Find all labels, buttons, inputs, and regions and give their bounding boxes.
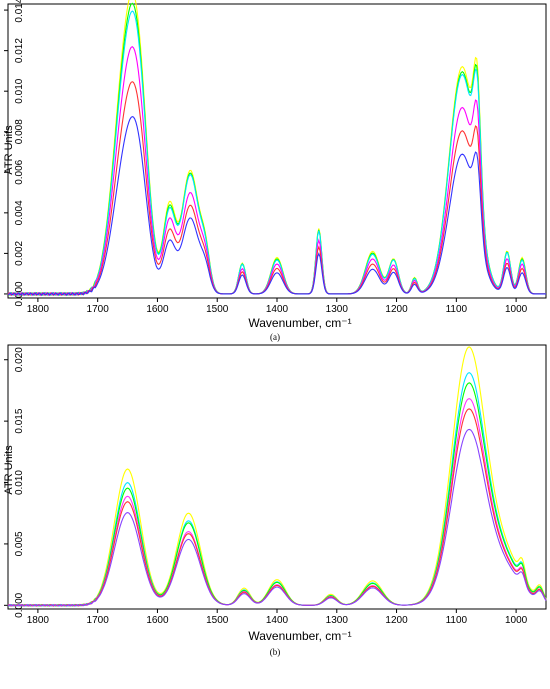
x-tick-label-a: 1300 [326, 304, 349, 315]
series-line-b-2 [7, 382, 547, 607]
series-line-a-1 [7, 2, 546, 296]
series-line-a-2 [7, 10, 546, 297]
series-line-a-3 [7, 46, 546, 297]
y-tick-label-a: 0.014 [14, 0, 25, 23]
series-line-a-0 [7, 0, 546, 296]
y-tick-label-a: 0.006 [14, 159, 25, 184]
series-lines-b [7, 346, 547, 607]
x-tick-label-a: 1500 [206, 304, 229, 315]
y-tick-label-a: 0.002 [14, 240, 25, 265]
plot-frame-a [7, 3, 547, 299]
x-tick-label-b: 1200 [385, 615, 408, 626]
series-line-a-4 [7, 81, 546, 297]
x-tick-label-a: 1200 [385, 304, 408, 315]
series-line-a-5 [7, 115, 546, 297]
series-line-b-4 [7, 408, 547, 607]
y-tick-label-b: 0.010 [14, 470, 25, 495]
x-tick-label-a: 1800 [27, 304, 50, 315]
x-tick-label-a: 1700 [87, 304, 110, 315]
x-tick-label-a: 1000 [505, 304, 528, 315]
caption-a: (a) [270, 332, 280, 342]
y-tick-label-b: 0.005 [14, 531, 25, 556]
x-tick-label-b: 1300 [326, 615, 349, 626]
x-tick-label-b: 1000 [505, 615, 528, 626]
x-tick-label-b: 1800 [27, 615, 50, 626]
series-line-b-3 [7, 398, 547, 607]
x-tick-label-a: 1600 [146, 304, 169, 315]
y-tick-label-a: 0.008 [14, 119, 25, 144]
y-tick-label-b: 0.020 [14, 347, 25, 372]
x-tick-label-b: 1500 [206, 615, 229, 626]
x-axis-label-b: Wavenumber, cm⁻¹ [248, 629, 351, 643]
panel-b: 1800 1700 1600 1500 1400 1300 1200 1100 1000 0.00… [3, 344, 547, 657]
panel-a: 1800 1700 1600 1500 1400 1300 1200 1100 1000 0.00… [3, 0, 547, 342]
caption-b: (b) [270, 647, 281, 657]
series-line-b-5 [7, 428, 547, 607]
series-line-b-0 [7, 346, 547, 607]
y-axis-label-a: ATR Units [3, 125, 15, 175]
x-tick-label-a: 1400 [266, 304, 289, 315]
x-tick-label-b: 1100 [446, 615, 468, 626]
series-lines-a [7, 0, 546, 297]
y-tick-label-a: 0.010 [14, 78, 25, 103]
x-axis-label-a: Wavenumber, cm⁻¹ [248, 316, 351, 330]
plot-frame-b [7, 344, 547, 610]
y-tick-label-a: 0.004 [14, 200, 25, 225]
series-line-b-1 [7, 372, 547, 607]
y-tick-label-a: 0.012 [14, 38, 25, 63]
x-tick-label-a: 1100 [446, 304, 468, 315]
x-tick-label-b: 1400 [266, 615, 289, 626]
y-axis-label-b: ATR Units [3, 445, 15, 495]
y-tick-label-b: 0.015 [14, 408, 25, 433]
x-tick-label-b: 1600 [146, 615, 169, 626]
x-tick-label-b: 1700 [87, 615, 110, 626]
